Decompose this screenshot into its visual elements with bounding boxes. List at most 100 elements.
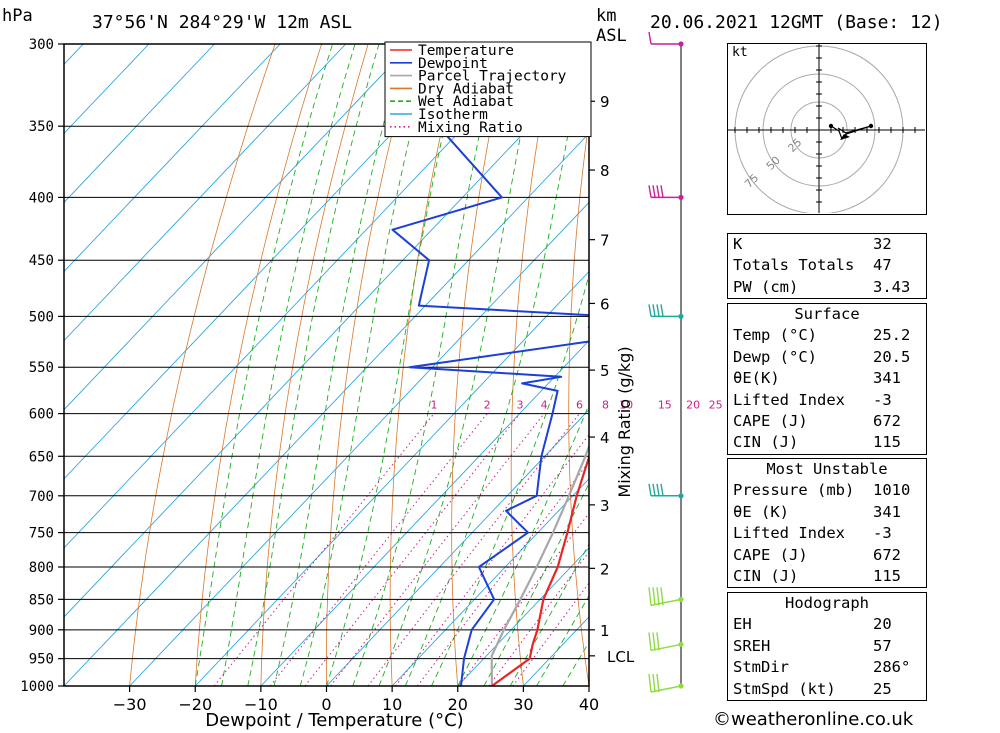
temperature-tick-label: −20 (178, 695, 212, 714)
isotherm-line (194, 270, 589, 686)
pressure-tick-label: 300 (29, 37, 54, 53)
mu-label: CAPE (J) (733, 545, 808, 564)
isotherm-line (64, 44, 347, 342)
mixing-ratio-label: 10 (619, 399, 633, 412)
legend-entry: Dry Adiabat (418, 81, 514, 97)
wind-barb (648, 483, 684, 499)
temperature-profile (491, 454, 589, 686)
most-unstable-title: Most Unstable (766, 460, 888, 478)
isotherm-line (64, 44, 281, 273)
wet-adiabat-line (326, 44, 465, 686)
mixing-ratio-label: 6 (576, 399, 583, 412)
pressure-tick-label: 700 (29, 489, 54, 505)
surface-title: Surface (794, 305, 860, 323)
isotherm-line (326, 409, 589, 686)
dry-adiabat-line (129, 44, 276, 686)
wet-adiabat-line (509, 543, 589, 686)
wind-barb (648, 587, 684, 607)
mixing-ratio-label: 8 (602, 399, 609, 412)
legend-entry: Mixing Ratio (418, 120, 523, 136)
wet-adiabat-line (404, 44, 586, 686)
isotherm-line (64, 44, 150, 135)
surface-label: θE(K) (733, 369, 780, 388)
pressure-tick-label: 950 (29, 652, 54, 668)
height-tick-label: LCL (607, 648, 635, 666)
dry-adiabat-line (973, 44, 1000, 686)
wind-barb (648, 304, 684, 319)
index-label: K (733, 235, 743, 253)
index-value: 32 (873, 235, 892, 253)
location-label: 37°56'N 284°29'W 12m ASL (92, 12, 353, 33)
isotherm-line (260, 339, 589, 686)
pressure-tick-label: 400 (29, 190, 54, 206)
mixing-ratio-label: 20 (686, 399, 700, 412)
pressure-tick-label: 900 (29, 623, 54, 639)
mixing-ratio-line (304, 413, 521, 686)
mixing-ratio-line (367, 413, 580, 686)
surface-label: Dewp (°C) (733, 347, 817, 366)
most-unstable-panel: Most Unstable Pressure (mb) 1010 θE (K) 34… (727, 458, 927, 589)
legend-entry: Temperature (418, 43, 514, 59)
height-tick-label: 3 (600, 497, 610, 515)
isotherm-line (391, 478, 589, 686)
pressure-tick-label: 500 (29, 309, 54, 325)
wind-barb (648, 31, 684, 47)
pressure-unit: hPa (2, 6, 33, 26)
datetime-label: 20.06.2021 12GMT (Base: 12) (650, 12, 943, 33)
isotherm-line (129, 201, 589, 686)
mu-label: Lifted Index (733, 524, 845, 543)
height-tick-label: 8 (600, 162, 610, 180)
mu-value: 115 (873, 566, 901, 585)
mixing-ratio-line (417, 460, 589, 686)
pressure-tick-label: 350 (29, 119, 54, 135)
plot-frame (63, 43, 590, 687)
isotherm-line (0, 44, 18, 686)
wet-adiabat-line (457, 403, 589, 686)
mu-value: 341 (873, 502, 901, 521)
dry-adiabat-line (568, 118, 589, 686)
legend-entry: Dewpoint (418, 56, 488, 72)
height-unit: km (596, 6, 617, 26)
hodo-label: SREH (733, 636, 771, 655)
surface-value: 25.2 (873, 326, 911, 345)
dry-adiabat-line (926, 44, 1000, 686)
height-tick-label: 9 (600, 93, 610, 111)
hodograph-unit: kt (732, 45, 748, 60)
pressure-tick-label: 550 (29, 360, 54, 376)
surface-value: 115 (873, 433, 901, 452)
wind-barb (648, 632, 684, 652)
credit-text: ©weatheronline.co.uk (713, 709, 914, 730)
index-value: 47 (873, 256, 892, 275)
dewpoint-profile (391, 66, 589, 686)
legend-entry: Wet Adiabat (418, 94, 514, 110)
dry-adiabat-line (325, 44, 416, 686)
height-tick-label: 5 (600, 362, 610, 380)
mixing-ratio-label: 2 (484, 399, 491, 412)
pressure-tick-label: 750 (29, 526, 54, 542)
isotherm-line (64, 44, 215, 204)
temperature-tick-label: 30 (513, 695, 533, 714)
wet-adiabat-line (352, 44, 500, 686)
isotherm-line (64, 44, 412, 411)
mixing-ratio-line (512, 582, 589, 686)
height-tick-label: 7 (600, 232, 610, 250)
wet-adiabat-line (221, 44, 356, 686)
mixing-ratio-label: 1 (430, 399, 437, 412)
height-tick-label: 6 (600, 295, 610, 313)
x-axis-title: Dewpoint / Temperature (°C) (205, 710, 463, 731)
pressure-tick-label: 450 (29, 253, 54, 269)
index-value: 3.43 (873, 277, 911, 296)
pressure-tick-label: 650 (29, 449, 54, 465)
temperature-tick-label: −10 (244, 695, 278, 714)
index-label: Totals Totals (733, 256, 855, 275)
indices-panel: K 32 Totals Totals 47 PW (cm) 3.43 (727, 233, 927, 300)
height-tick-label: 2 (600, 560, 610, 578)
hodograph-point (828, 123, 834, 129)
mu-value: -3 (873, 524, 892, 543)
temperature-tick-label: −30 (113, 695, 147, 714)
surface-label: CIN (J) (733, 433, 799, 452)
index-label: PW (cm) (733, 277, 799, 296)
